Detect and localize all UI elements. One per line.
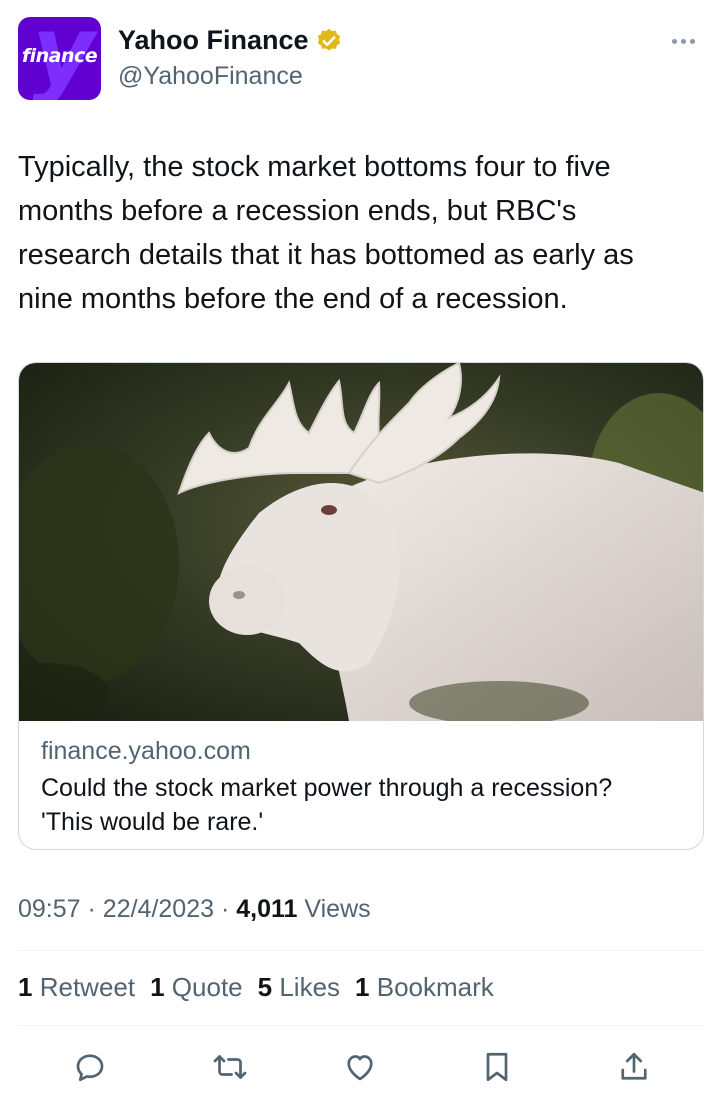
author-avatar[interactable]: y finance [18, 17, 101, 100]
tweet-meta: 09:57 · 22/4/2023 · 4,011 Views [18, 895, 371, 924]
like-icon [347, 1055, 373, 1081]
quotes-stat[interactable]: 1 Quote [150, 972, 243, 1003]
author-name[interactable]: Yahoo Finance [118, 25, 309, 55]
retweet-button[interactable] [210, 1047, 250, 1087]
author-name-row: Yahoo Finance [118, 25, 343, 56]
more-dot [672, 38, 677, 44]
likes-label: Likes [279, 972, 341, 1002]
views-count: 4,011 [236, 895, 298, 923]
meta-separator: · [220, 895, 237, 923]
tweet-date[interactable]: 22/4/2023 [102, 895, 215, 923]
share-button[interactable] [614, 1047, 654, 1087]
reply-icon [76, 1054, 104, 1082]
meta-separator: · [87, 895, 103, 923]
share-icon [621, 1052, 647, 1080]
card-domain[interactable]: finance.yahoo.com [41, 737, 251, 765]
views-label: Views [304, 895, 371, 923]
like-button[interactable] [340, 1047, 380, 1087]
bookmarks-count: 1 [355, 972, 370, 1002]
bookmark-button[interactable] [477, 1047, 517, 1087]
retweet-icon [213, 1055, 247, 1079]
retweets-count: 1 [18, 972, 33, 1002]
card-title[interactable]: Could the stock market power through a r… [41, 774, 613, 836]
yahoo-y-mark: y [32, 17, 95, 100]
retweets-label: Retweet [39, 972, 136, 1002]
divider [18, 1025, 704, 1026]
retweets-stat[interactable]: 1 Retweet [18, 972, 135, 1003]
more-dot [690, 38, 695, 44]
reply-button[interactable] [70, 1047, 110, 1087]
link-card[interactable]: finance.yahoo.com Could the stock market… [18, 362, 704, 850]
more-dot [681, 38, 686, 44]
quotes-count: 1 [150, 972, 165, 1002]
divider [18, 950, 704, 951]
author-handle[interactable]: @YahooFinance [118, 62, 303, 90]
likes-count: 5 [257, 972, 273, 1002]
verified-badge-icon [317, 28, 340, 51]
avatar-label: finance [21, 45, 98, 67]
more-options-icon[interactable] [672, 28, 706, 54]
tweet-time[interactable]: 09:57 [18, 895, 81, 923]
card-image-white-moose[interactable] [19, 363, 704, 721]
bookmarks-stat[interactable]: 1 Bookmark [355, 972, 494, 1003]
likes-stat[interactable]: 5 Likes [258, 972, 340, 1003]
bookmark-icon [486, 1052, 508, 1082]
engagement-stats: 1 Retweet 1 Quote 5 Likes 1 Bookmark [18, 972, 494, 1003]
bookmarks-label: Bookmark [376, 972, 494, 1002]
tweet-text: Typically, the stock market bottoms four… [18, 151, 634, 315]
quotes-label: Quote [171, 972, 243, 1002]
